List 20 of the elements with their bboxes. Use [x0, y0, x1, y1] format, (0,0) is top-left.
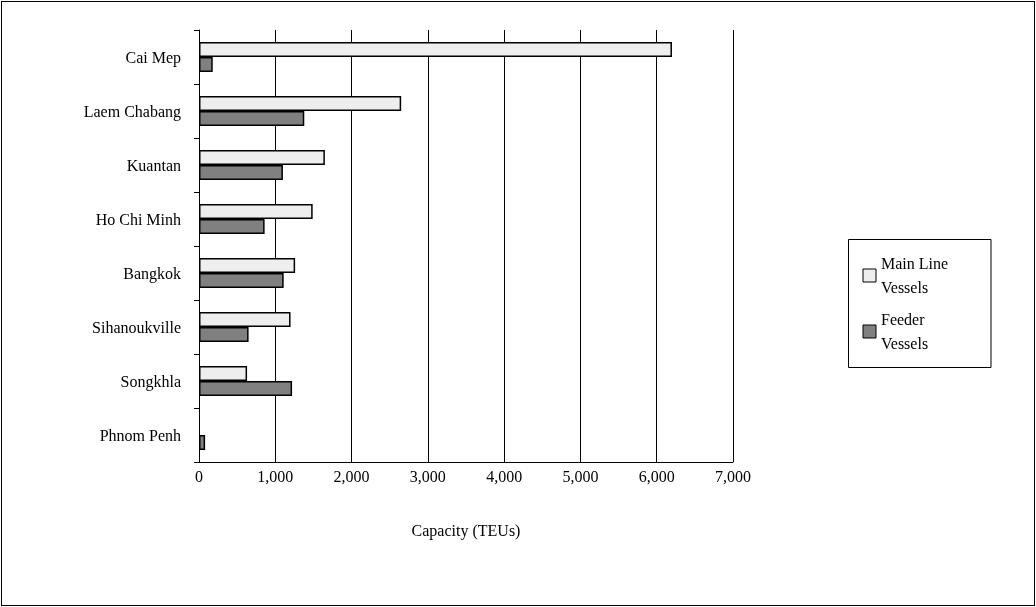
y-tick-label: Cai Mep	[125, 48, 181, 67]
y-tick-label: Kuantan	[126, 156, 181, 174]
x-tick-label: 7,000	[715, 467, 751, 485]
x-tick-label: 4,000	[486, 467, 523, 485]
y-tick-label: Laem Chabang	[83, 102, 181, 121]
bar	[199, 435, 206, 450]
x-tick-label: 2,000	[333, 467, 370, 485]
x-tick-label: 6,000	[638, 467, 675, 485]
x-tick-label: 5,000	[562, 467, 599, 485]
y-tick-label: Phnom Penh	[99, 426, 181, 444]
x-axis-title: Capacity (TEUs)	[411, 521, 521, 540]
x-tick-label: 3,000	[409, 467, 446, 485]
legend-label: Feeder Vessels	[881, 311, 929, 352]
x-tick-label: 1,000	[257, 467, 294, 485]
x-tick-label: 0	[195, 467, 203, 485]
legend-label: Main Line Vessels	[881, 255, 953, 296]
y-tick-label: Bangkok	[123, 264, 181, 283]
y-tick-label: Ho Chi Minh	[95, 210, 181, 228]
y-tick-label: Sihanoukville	[92, 318, 181, 336]
y-tick-label: Songkhla	[120, 372, 181, 391]
